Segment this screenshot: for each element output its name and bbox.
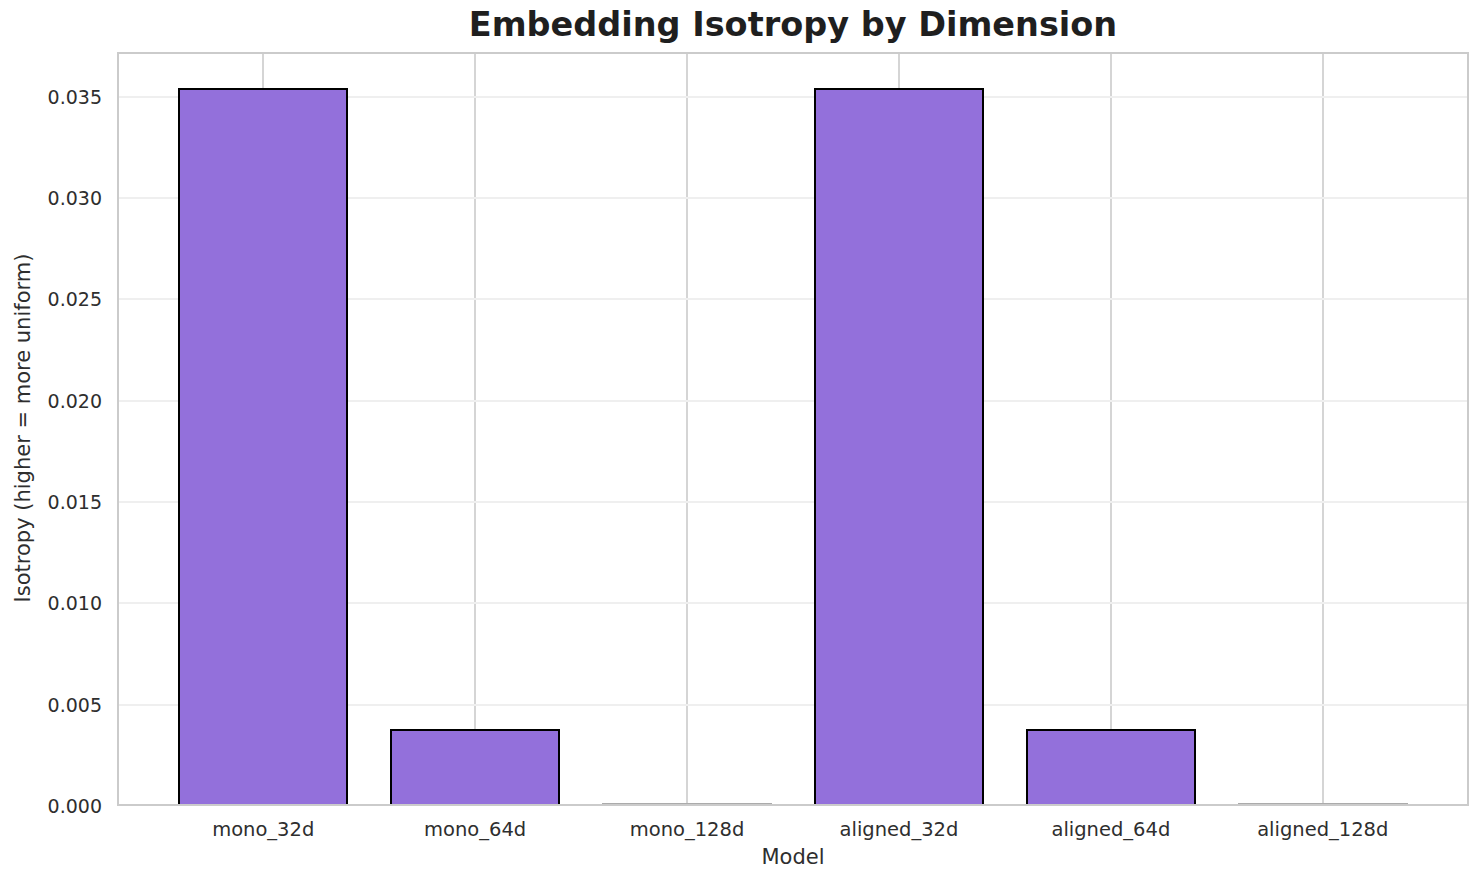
bar-mono_64d [390, 729, 560, 806]
x-tick-label-mono_128d: mono_128d [630, 818, 745, 841]
y-tick-label-0.035: 0.035 [48, 86, 102, 108]
x-tick-label-aligned_64d: aligned_64d [1051, 818, 1170, 841]
y-tick-label-0.015: 0.015 [48, 491, 102, 513]
gridline-x-aligned_128d [1322, 52, 1324, 806]
chart-title: Embedding Isotropy by Dimension [469, 5, 1117, 44]
bottom-spine [117, 804, 1469, 806]
y-axis-label: Isotropy (higher = more uniform) [11, 254, 35, 603]
bar-mono_32d [178, 88, 348, 806]
right-spine [1467, 52, 1469, 806]
gridline-x-mono_128d [686, 52, 688, 806]
bar-chart: Embedding Isotropy by Dimension Isotropy… [0, 0, 1484, 885]
y-tick-label-0.000: 0.000 [48, 795, 102, 817]
x-tick-label-mono_32d: mono_32d [212, 818, 314, 841]
y-tick-label-0.030: 0.030 [48, 187, 102, 209]
x-tick-label-mono_64d: mono_64d [424, 818, 526, 841]
plot-area [117, 52, 1469, 806]
bar-aligned_32d [814, 88, 984, 806]
top-spine [117, 52, 1469, 54]
y-tick-label-0.010: 0.010 [48, 592, 102, 614]
y-tick-label-0.025: 0.025 [48, 288, 102, 310]
gridline-x-aligned_64d [1110, 52, 1112, 806]
left-spine [117, 52, 119, 806]
bar-aligned_64d [1026, 729, 1196, 806]
x-tick-label-aligned_128d: aligned_128d [1257, 818, 1388, 841]
y-tick-label-0.005: 0.005 [48, 694, 102, 716]
x-tick-label-aligned_32d: aligned_32d [840, 818, 959, 841]
gridline-x-mono_64d [474, 52, 476, 806]
x-axis-label: Model [761, 845, 824, 869]
y-tick-label-0.020: 0.020 [48, 390, 102, 412]
